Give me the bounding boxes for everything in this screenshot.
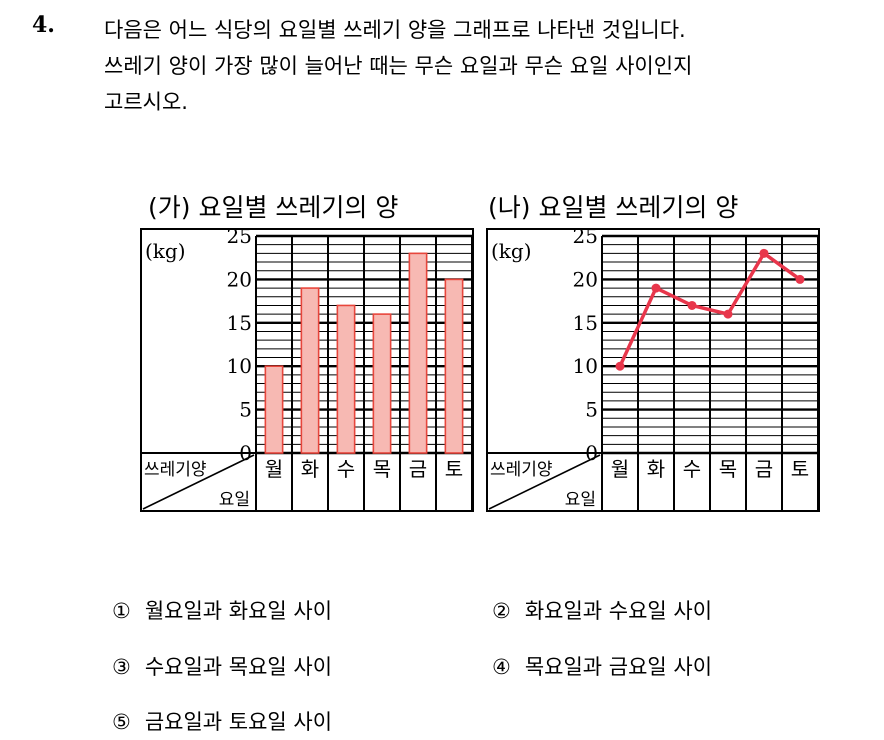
x-category-label: 월: [265, 457, 283, 481]
x-category-label: 목: [719, 457, 737, 481]
data-point: [723, 309, 733, 319]
y-tick-label: 25: [227, 228, 252, 248]
chart-a-title: (가) 요일별 쓰레기의 양: [148, 193, 399, 222]
y-tick-label: 15: [573, 311, 598, 335]
answer-option-3[interactable]: ③ 수요일과 목요일 사이: [112, 651, 332, 681]
y-tick-label: 20: [573, 267, 598, 291]
series-line-segment: [726, 251, 766, 316]
series-line-segment: [690, 303, 730, 316]
bar: [372, 313, 392, 454]
data-point: [615, 361, 625, 371]
option-marker: ④: [492, 655, 511, 679]
x-category-label: 화: [301, 457, 319, 481]
option-text: 월요일과 화요일 사이: [144, 599, 333, 623]
answer-option-1[interactable]: ① 월요일과 화요일 사이: [112, 595, 332, 625]
unit-label: (kg): [145, 239, 186, 263]
option-text: 화요일과 수요일 사이: [524, 599, 713, 623]
option-marker: ②: [492, 599, 511, 623]
y-tick-label: 5: [239, 398, 252, 422]
series-line-segment: [618, 286, 658, 368]
y-tick-label: 5: [585, 398, 598, 422]
bar: [444, 278, 464, 454]
series-line-segment: [762, 251, 802, 282]
y-tick-label: 25: [573, 228, 598, 248]
corner-diagonal: [488, 454, 601, 510]
data-point: [759, 248, 769, 258]
bar: [264, 365, 284, 454]
corner-label-top: 쓰레기양: [144, 460, 207, 480]
option-marker: ⑤: [112, 710, 131, 734]
question-number: 4.: [32, 12, 55, 38]
x-category-label: 금: [755, 457, 773, 481]
answer-option-4[interactable]: ④ 목요일과 금요일 사이: [492, 651, 712, 681]
x-category-label: 토: [791, 457, 809, 481]
y-tick-label: 15: [227, 311, 252, 335]
option-text: 금요일과 토요일 사이: [144, 710, 333, 734]
question-line: 고르시오.: [104, 90, 188, 114]
x-category-label: 토: [445, 457, 463, 481]
question-text: 다음은 어느 식당의 요일별 쓰레기 양을 그래프로 나타낸 것입니다. 쓰레기…: [104, 12, 874, 120]
x-category-label: 목: [373, 457, 391, 481]
chart-b-title: (나) 요일별 쓰레기의 양: [488, 193, 739, 222]
x-category-label: 화: [647, 457, 665, 481]
corner-label-bottom: 요일: [565, 490, 596, 510]
y-tick-label: 10: [227, 354, 252, 378]
x-category-label: 수: [337, 457, 355, 481]
option-text: 수요일과 목요일 사이: [144, 655, 333, 679]
bar: [408, 252, 428, 454]
answer-option-5[interactable]: ⑤ 금요일과 토요일 사이: [112, 706, 332, 736]
question-line: 쓰레기 양이 가장 많이 늘어난 때는 무슨 요일과 무슨 요일 사이인지: [104, 54, 693, 78]
bar: [300, 287, 320, 454]
corner-label-bottom: 요일: [219, 490, 250, 510]
option-text: 목요일과 금요일 사이: [524, 655, 713, 679]
data-point: [651, 283, 661, 293]
data-point: [795, 274, 805, 284]
option-marker: ①: [112, 599, 131, 623]
y-tick-label: 0: [239, 441, 252, 465]
answer-option-2[interactable]: ② 화요일과 수요일 사이: [492, 595, 712, 625]
corner-diagonal: [142, 454, 255, 510]
x-category-label: 금: [409, 457, 427, 481]
x-category-label: 수: [683, 457, 701, 481]
x-category-label: 월: [611, 457, 629, 481]
option-marker: ③: [112, 655, 131, 679]
unit-label: (kg): [491, 239, 532, 263]
chart-frame: [486, 228, 820, 512]
data-point: [687, 300, 697, 310]
y-tick-label: 0: [585, 441, 598, 465]
question-line: 다음은 어느 식당의 요일별 쓰레기 양을 그래프로 나타낸 것입니다.: [104, 18, 686, 42]
y-tick-label: 20: [227, 267, 252, 291]
series-line-segment: [654, 286, 694, 308]
bar: [336, 304, 356, 454]
y-tick-label: 10: [573, 354, 598, 378]
corner-label-top: 쓰레기양: [490, 460, 553, 480]
